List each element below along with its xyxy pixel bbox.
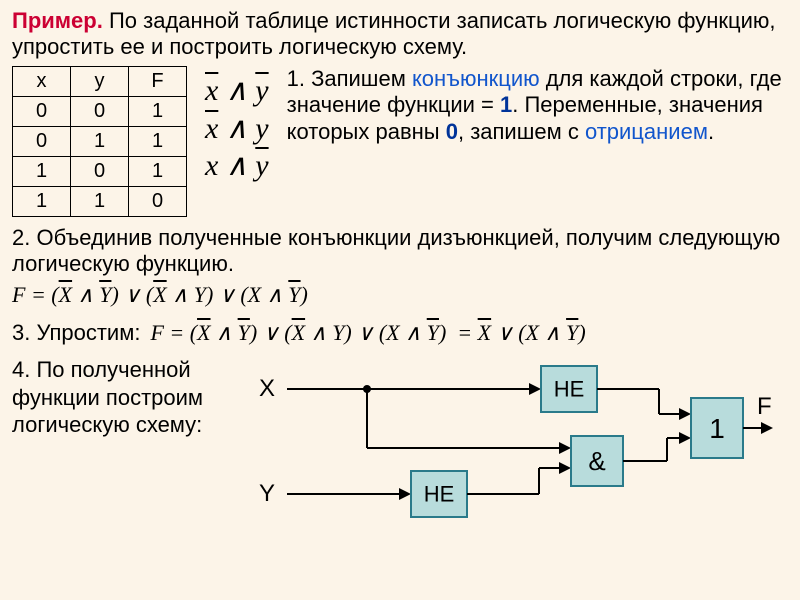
conjunction-expressions: x ∧ y x ∧ y x ∧ y: [205, 66, 269, 185]
svg-text:X: X: [259, 375, 275, 402]
truth-table: xyF 001 011 101 110: [12, 66, 187, 217]
step-2-text: 2. Объединив полученные конъюнкции дизъю…: [12, 225, 788, 278]
svg-text:НЕ: НЕ: [554, 377, 585, 402]
step-1-text: 1. Запишем конъюнкцию для каждой строки,…: [287, 66, 788, 145]
svg-text:1: 1: [709, 413, 725, 444]
th-y: y: [71, 67, 129, 97]
formula-simplified: F = (X ∧ Y) ∨ (X ∧ Y) ∨ (X ∧ Y) = X ∨ (X…: [150, 320, 585, 346]
logic-circuit: X Y F НЕ НЕ & 1: [239, 356, 779, 526]
svg-text:&: &: [588, 446, 605, 476]
title-text: По заданной таблице истинности записать …: [12, 8, 776, 59]
step-3-label: 3. Упростим:: [12, 320, 140, 346]
svg-text:НЕ: НЕ: [424, 482, 455, 507]
title-block: Пример. По заданной таблице истинности з…: [12, 8, 788, 60]
th-f: F: [129, 67, 187, 97]
svg-text:F: F: [757, 393, 772, 420]
title-label: Пример.: [12, 8, 103, 33]
th-x: x: [13, 67, 71, 97]
formula-full: F = (X ∧ Y) ∨ (X ∧ Y) ∨ (X ∧ Y): [12, 282, 788, 308]
svg-text:Y: Y: [259, 480, 275, 507]
step-4-text: 4. По полученной функции построим логиче…: [12, 356, 227, 439]
